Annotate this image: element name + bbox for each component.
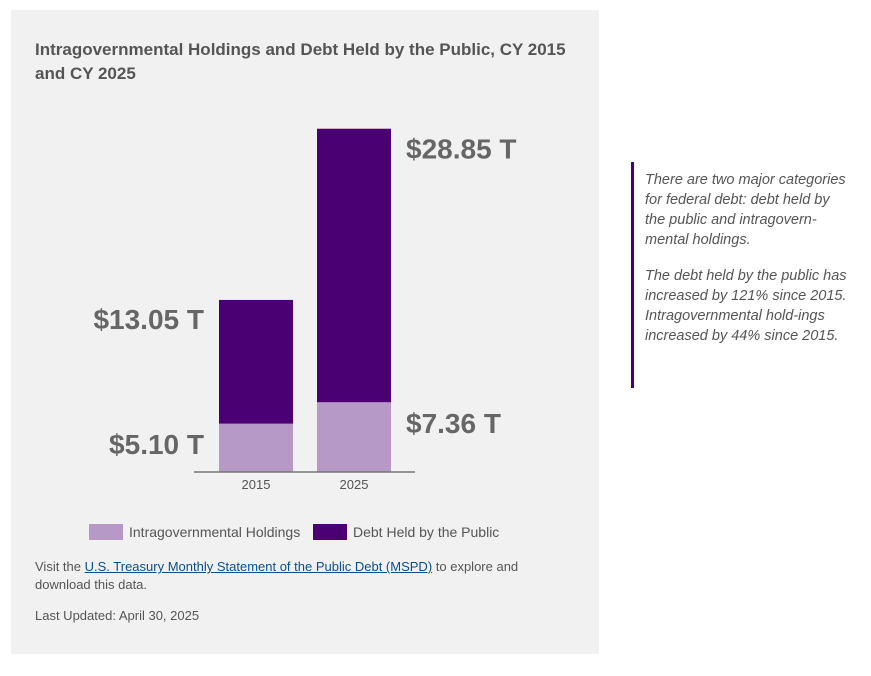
legend-swatch-public (313, 524, 347, 540)
legend: Intragovernmental Holdings Debt Held by t… (89, 524, 499, 540)
side-note: There are two major categories for feder… (631, 162, 853, 388)
data-label-public-2015: $13.05 T (93, 304, 204, 335)
side-note-paragraph-1: There are two major categories for feder… (645, 172, 846, 248)
mspd-link[interactable]: U.S. Treasury Monthly Statement of the P… (84, 559, 433, 574)
legend-label-intragovernmental: Intragovernmental Holdings (129, 524, 300, 540)
footnote-suffix: to explore and download this data. (35, 559, 519, 592)
chart-card: Intragovernmental Holdings and Debt Held… (11, 10, 599, 654)
data-source-note: Visit the U.S. Treasury Monthly Statemen… (35, 558, 555, 594)
x-tick-label-2025: 2025 (340, 477, 369, 492)
bar-intragovernmental-2025 (317, 402, 391, 472)
data-label-intragovernmental-2015: $5.10 T (109, 429, 204, 460)
legend-label-public: Debt Held by the Public (353, 524, 499, 540)
x-tick-label-2015: 2015 (242, 477, 271, 492)
bar-intragovernmental-2015 (219, 423, 293, 472)
chart-canvas: 2015 2025 $13.05 T $5.10 T $28.85 T $7.36 T I… (89, 128, 517, 540)
legend-swatch-intragovernmental (89, 524, 123, 540)
bars-layer (219, 128, 391, 472)
last-updated: Last Updated: April 30, 2025 (35, 608, 200, 623)
data-label-intragovernmental-2025: $7.36 T (406, 408, 501, 439)
bar-public-2025 (317, 128, 391, 403)
data-label-public-2025: $28.85 T (406, 134, 517, 165)
chart-title: Intragovernmental Holdings and Debt Held… (35, 40, 566, 83)
labels-layer: 2015 2025 $13.05 T $5.10 T $28.85 T $7.36 T (93, 134, 516, 492)
side-note-paragraph-2: The debt held by the public has increase… (645, 268, 847, 344)
bar-public-2015 (219, 299, 293, 424)
footnote-prefix: Visit the (35, 559, 85, 574)
